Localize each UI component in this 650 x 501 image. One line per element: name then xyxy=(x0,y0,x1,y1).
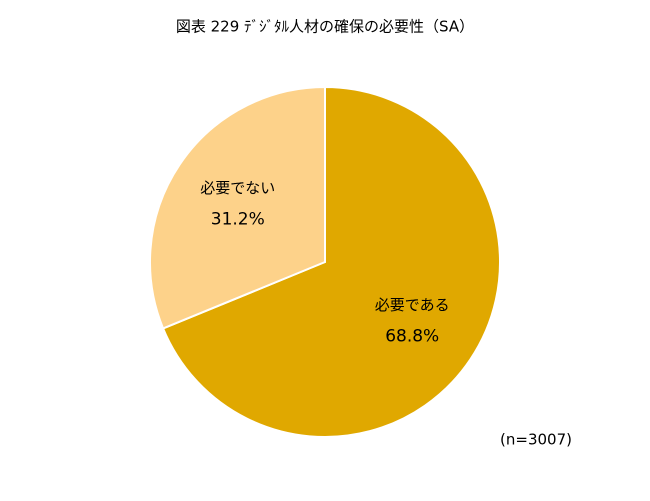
slice-label: 必要である xyxy=(375,296,450,314)
sample-note: (n=3007) xyxy=(500,431,572,449)
value-label: 68.8% xyxy=(385,326,439,346)
slice-label: 必要でない xyxy=(200,179,275,197)
chart-title: 図表 229 ﾃﾞｼﾞﾀﾙ人材の確保の必要性（SA） xyxy=(176,18,474,36)
pie-slice xyxy=(161,85,501,438)
pie-slice xyxy=(149,85,326,330)
value-label: 31.2% xyxy=(211,210,265,230)
